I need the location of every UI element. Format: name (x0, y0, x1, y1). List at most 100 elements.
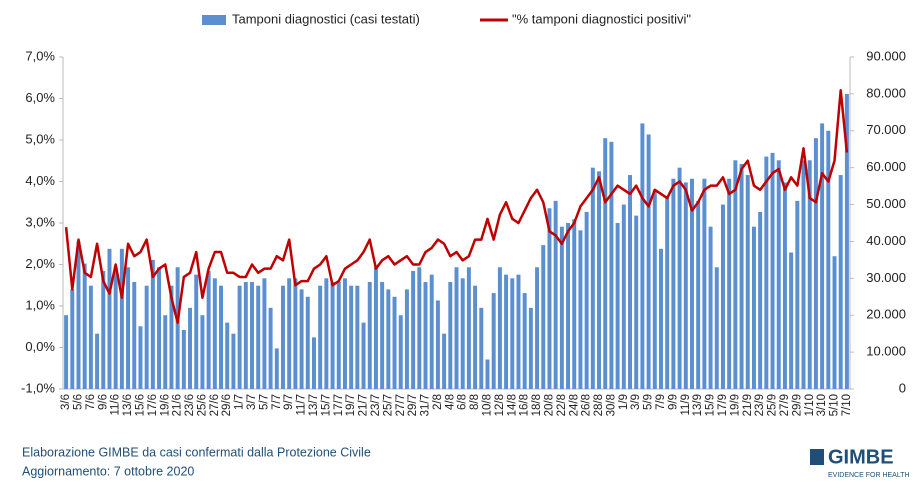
bar (181, 329, 186, 389)
logo-icon (810, 449, 824, 465)
y-tick-label: 4,0% (25, 173, 55, 188)
bar (361, 322, 366, 389)
x-tick-label: 25/6 (196, 394, 208, 416)
bar (813, 138, 818, 389)
bar (497, 267, 502, 389)
x-tick-label: 9/6 (97, 394, 109, 410)
y2-tick-label: 0 (899, 380, 906, 395)
bar (237, 285, 242, 389)
bar (844, 93, 849, 389)
x-tick-label: 21/6 (172, 394, 184, 416)
y2-tick-label: 40.000 (866, 233, 906, 248)
y-tick-label: 7,0% (25, 48, 55, 63)
x-tick-label: 31/7 (420, 394, 432, 416)
bar (584, 211, 589, 389)
bar (367, 282, 372, 389)
bar (311, 337, 316, 389)
bar (535, 267, 540, 389)
logo-name: GIMBE (828, 446, 894, 468)
bar (665, 197, 670, 389)
bar (454, 267, 459, 389)
bar (404, 289, 409, 389)
x-tick-label: 11/6 (110, 394, 122, 416)
legend-swatch (202, 15, 226, 25)
bar (256, 285, 261, 389)
bar (473, 285, 478, 389)
x-tick-label: 15/9 (705, 394, 717, 416)
bar (119, 248, 124, 389)
bar (113, 267, 118, 389)
bar (578, 230, 583, 389)
bar (832, 256, 837, 389)
bar (250, 282, 254, 389)
bar (287, 278, 292, 389)
bar (126, 267, 131, 389)
bar (144, 285, 149, 389)
bar (231, 333, 236, 389)
x-tick-label: 24/8 (568, 394, 580, 416)
bar (566, 223, 571, 389)
bar (696, 200, 701, 389)
bar (720, 204, 725, 389)
y2-tick-label: 50.000 (866, 196, 906, 211)
bar (88, 285, 93, 389)
bar (776, 160, 781, 389)
bar (411, 270, 416, 389)
x-tick-label: 7/10 (841, 394, 853, 416)
bar (764, 156, 769, 389)
x-tick-label: 1/10 (804, 394, 816, 416)
legend-label: "% tamponi diagnostici positivi" (512, 11, 691, 26)
bar (157, 267, 162, 389)
x-tick-label: 21/7 (358, 394, 370, 416)
bar (733, 160, 738, 389)
bar (541, 245, 546, 389)
bar (727, 178, 732, 389)
bar (590, 167, 595, 389)
x-tick-label: 29/7 (407, 394, 419, 416)
x-tick-label: 27/7 (395, 394, 407, 416)
bar (739, 163, 744, 389)
x-tick-label: 27/9 (779, 394, 791, 416)
bar (702, 178, 707, 389)
x-tick-label: 29/9 (791, 394, 803, 416)
x-tick-label: 15/7 (320, 394, 332, 416)
bar (299, 289, 304, 389)
bar (132, 282, 137, 389)
bar (683, 182, 688, 389)
bar (268, 307, 273, 389)
y2-tick-label: 70.000 (866, 122, 906, 137)
y-tick-label: 5,0% (25, 131, 55, 146)
bar (789, 252, 794, 389)
bar (423, 282, 428, 389)
line (64, 88, 849, 324)
bar (188, 307, 193, 389)
x-tick-label: 19/9 (729, 394, 741, 416)
bar (745, 175, 750, 389)
bar (838, 175, 843, 389)
x-tick-label: 9/9 (667, 394, 679, 410)
x-tick-label: 25/9 (767, 394, 779, 416)
bar (82, 263, 87, 389)
bar (417, 267, 422, 389)
x-tick-label: 6/8 (457, 394, 469, 410)
bar (429, 274, 434, 389)
bar (460, 278, 465, 389)
bar (770, 152, 775, 389)
x-tick-label: 17/7 (333, 394, 345, 416)
bar (76, 241, 81, 389)
bar (466, 267, 471, 389)
x-tick-label: 19/6 (159, 394, 171, 416)
bar (324, 278, 329, 389)
x-tick-label: 4/8 (444, 394, 456, 410)
x-tick-label: 5/6 (73, 394, 85, 410)
bar (621, 204, 626, 389)
bar (194, 274, 199, 389)
bar (274, 348, 279, 389)
bar (751, 226, 756, 389)
bar (163, 315, 168, 389)
x-tick-label: 11/7 (296, 394, 308, 416)
bar (150, 259, 155, 389)
x-tick-label: 18/8 (531, 394, 543, 416)
x-tick-label: 13/9 (692, 394, 704, 416)
bar (646, 134, 651, 389)
